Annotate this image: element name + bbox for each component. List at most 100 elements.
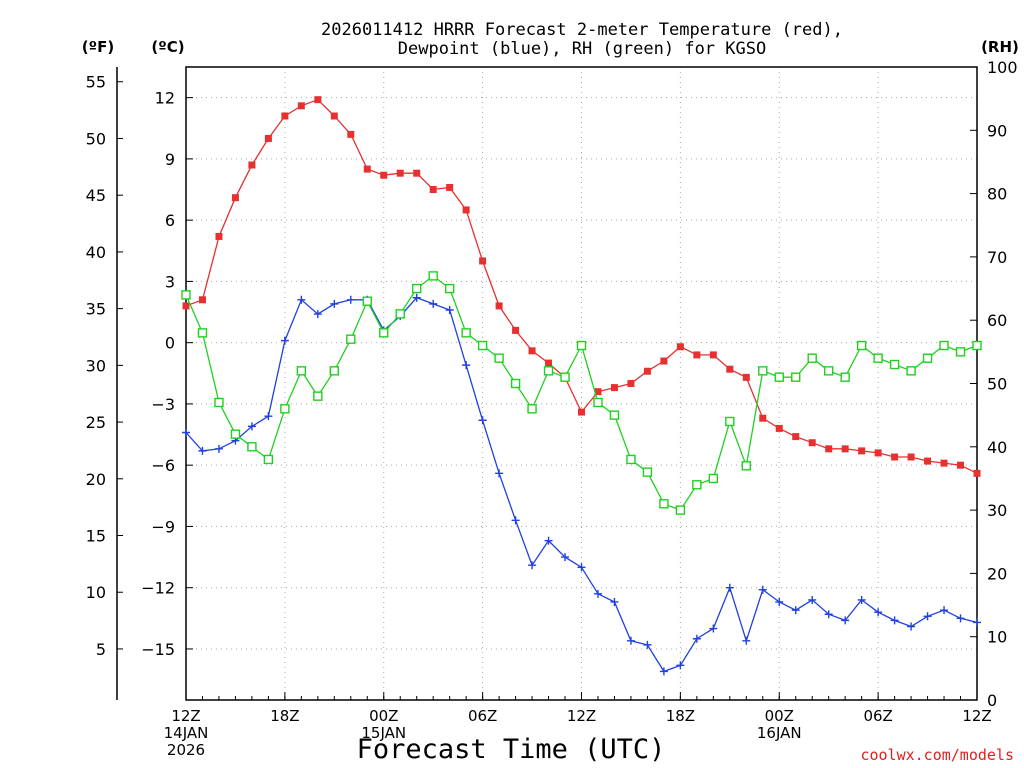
fahrenheit-tick-label: 55 <box>86 73 106 92</box>
rh-point <box>823 366 834 376</box>
celsius-tick-label: 6 <box>165 211 175 230</box>
x-tick-label: 00Z <box>369 707 398 725</box>
dewpoint-point <box>214 444 223 453</box>
x-tick-label: 14JAN <box>164 724 209 742</box>
rh-point <box>181 290 191 300</box>
rh-tick-label: 40 <box>987 438 1007 457</box>
temperature-point <box>363 165 371 173</box>
dewpoint-point <box>742 636 751 645</box>
fahrenheit-tick-label: 20 <box>86 470 106 489</box>
rh-point <box>329 366 340 376</box>
rh-tick-label: 80 <box>987 185 1007 204</box>
dewpoint-point <box>775 597 784 606</box>
temperature-point <box>512 326 520 334</box>
dewpoint-point <box>874 608 883 617</box>
rh-point <box>510 378 521 389</box>
dewpoint-point <box>297 295 306 304</box>
temperature-point <box>248 161 256 169</box>
series-temperature <box>182 96 981 477</box>
dewpoint-point <box>973 618 981 627</box>
dewpoint-point <box>198 446 207 455</box>
temperature-point <box>528 347 536 355</box>
rh-point <box>346 334 356 344</box>
temperature-point <box>380 171 388 179</box>
grid-lines <box>186 67 977 700</box>
rh-point <box>609 410 620 420</box>
temperature-point <box>775 424 783 432</box>
plot-frame <box>185 66 978 701</box>
rh-point <box>922 353 933 363</box>
rh-unit-label: (RH) <box>981 38 1019 56</box>
fahrenheit-tick-label: 45 <box>86 186 106 205</box>
rh-point <box>758 366 768 376</box>
temperature-point <box>594 388 602 396</box>
rh-tick-label: 70 <box>987 248 1007 267</box>
celsius-tick-label: 3 <box>165 272 175 291</box>
series-rh <box>181 271 982 515</box>
fahrenheit-tick-label: 30 <box>86 356 106 375</box>
x-tick-label: 06Z <box>863 707 892 725</box>
rh-point <box>725 416 735 427</box>
temperature-point <box>891 453 899 461</box>
rh-point <box>955 347 966 357</box>
rh-tick-label: 20 <box>987 564 1007 583</box>
temperature-point <box>742 373 750 381</box>
rh-point <box>675 505 686 515</box>
temperature-point <box>198 296 206 304</box>
rh-point <box>230 429 241 439</box>
rh-tick-label: 60 <box>987 311 1007 330</box>
rh-tick-label: 90 <box>987 121 1007 140</box>
temperature-point <box>907 453 915 461</box>
rh-point <box>296 366 307 376</box>
credit-label: coolwx.com/models <box>860 746 1014 764</box>
rh-point <box>856 340 867 351</box>
x-tick-label: 18Z <box>666 707 695 725</box>
dewpoint-point <box>709 624 718 633</box>
dewpoint-point <box>791 606 800 615</box>
dewpoint-point <box>528 561 537 570</box>
fahrenheit-unit-label: (ºF) <box>82 38 114 56</box>
x-tick-label: 12Z <box>567 707 596 725</box>
rh-point <box>313 391 323 401</box>
temperature-point <box>281 112 289 120</box>
temperature-point <box>924 457 932 465</box>
rh-tick-label: 30 <box>987 501 1007 520</box>
fahrenheit-tick-label: 40 <box>86 243 106 262</box>
temperature-point <box>462 206 470 214</box>
temperature-point <box>215 232 223 240</box>
temperature-point <box>545 359 553 367</box>
temperature-point <box>495 302 503 310</box>
celsius-tick-label: −12 <box>141 579 175 598</box>
rh-point <box>939 340 949 351</box>
dewpoint-point <box>346 295 355 304</box>
dewpoint-point <box>511 516 520 525</box>
temperature-point <box>578 408 585 416</box>
dewpoint-point <box>330 299 339 308</box>
dewpoint-point <box>824 610 833 619</box>
dewpoint-line <box>185 296 978 673</box>
temperature-point <box>610 384 618 392</box>
rh-tick-label: 10 <box>987 628 1007 647</box>
rh-point <box>774 372 784 382</box>
rh-point <box>840 372 850 382</box>
temperature-point <box>825 445 833 453</box>
rh-point <box>494 353 504 363</box>
rh-tick-label: 0 <box>987 691 997 710</box>
rh-point <box>362 296 372 306</box>
rh-point <box>560 372 570 382</box>
rh-point <box>906 366 916 376</box>
x-tick-label: 12Z <box>171 707 200 725</box>
rh-point <box>873 353 883 363</box>
dewpoint-point <box>676 661 685 670</box>
dewpoint-point <box>725 583 734 592</box>
temperature-point <box>676 343 684 351</box>
x-tick-label: 18Z <box>270 707 299 725</box>
temperature-point <box>264 134 272 142</box>
rh-point <box>741 461 751 471</box>
rh-point <box>379 328 389 338</box>
celsius-tick-label: −6 <box>151 456 175 475</box>
celsius-tick-label: −15 <box>141 640 175 659</box>
temperature-point <box>957 461 965 469</box>
x-tick-label: 12Z <box>962 707 991 725</box>
